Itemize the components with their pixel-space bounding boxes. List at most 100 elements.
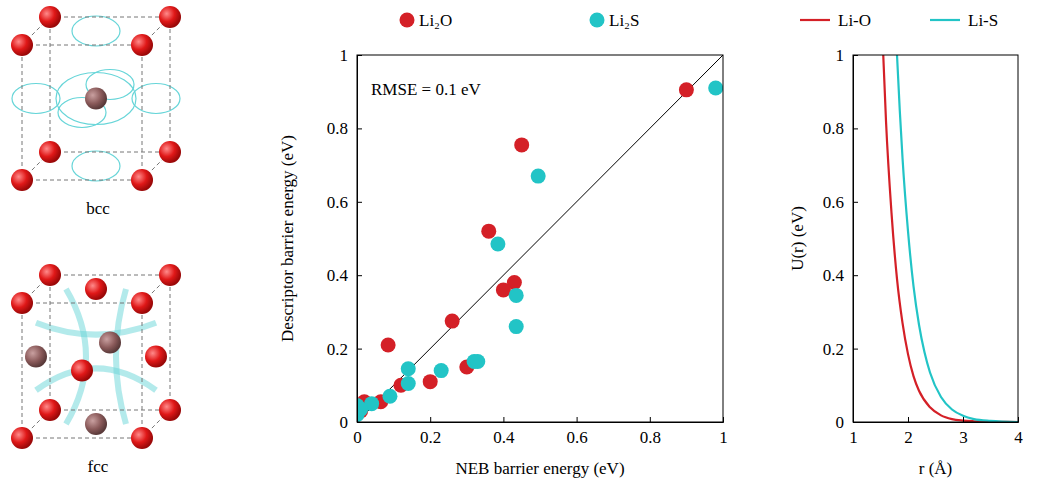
legend-item: Li-O xyxy=(800,11,871,30)
tick-mark xyxy=(853,202,858,203)
cube-edge xyxy=(22,45,142,46)
cube-edge xyxy=(50,17,51,152)
tick-label: 2 xyxy=(904,428,913,447)
structure-fcc: fcc xyxy=(11,264,181,476)
channel-network xyxy=(12,16,180,181)
tick-mark xyxy=(357,128,362,129)
atom xyxy=(85,413,107,435)
series xyxy=(357,81,723,422)
tick-mark xyxy=(853,128,858,129)
legend-label: Li₂S xyxy=(609,11,640,30)
line xyxy=(883,55,1018,422)
atom xyxy=(11,427,33,449)
atom xyxy=(11,169,33,191)
tick-label: 1 xyxy=(849,428,858,447)
x-axis-title: r (Å) xyxy=(919,459,953,478)
point xyxy=(531,169,546,184)
atom xyxy=(11,34,33,56)
point xyxy=(509,319,524,334)
tick-label: 1 xyxy=(719,428,728,447)
tick-label: 0.2 xyxy=(420,428,441,447)
tick-label: 3 xyxy=(959,428,968,447)
line-chart: 123400.20.40.60.81r (Å)U(r) (eV) xyxy=(788,46,1023,478)
channel-network xyxy=(36,289,156,424)
plot-area xyxy=(883,55,1018,422)
x-axis-title: NEB barrier energy (eV) xyxy=(455,459,624,478)
legend-item: Li-S xyxy=(930,11,998,30)
point xyxy=(401,361,416,376)
structure-label: bcc xyxy=(86,199,110,218)
channel xyxy=(72,16,120,46)
point xyxy=(481,224,496,239)
tick-mark xyxy=(577,417,578,422)
channel xyxy=(116,289,126,424)
tick-label: 0 xyxy=(353,428,362,447)
y-axis-title: U(r) (eV) xyxy=(788,206,807,271)
legend-marker xyxy=(800,19,830,21)
series xyxy=(357,82,694,418)
cube-edge xyxy=(142,303,143,438)
tick-mark xyxy=(650,417,651,422)
channel xyxy=(36,323,156,335)
tick-mark xyxy=(357,202,362,203)
atom xyxy=(39,264,61,286)
tick-label: 0.4 xyxy=(327,266,349,285)
tick-label: 0.6 xyxy=(823,193,844,212)
legend: Li₂OLi₂S xyxy=(400,11,640,30)
atom xyxy=(99,332,121,354)
structure-bcc: bcc xyxy=(11,6,181,218)
cube-edge xyxy=(22,180,142,181)
point xyxy=(496,282,511,297)
annotation: RMSE = 0.1 eV xyxy=(371,80,481,99)
tick-mark xyxy=(908,417,909,422)
tick-label: 0.8 xyxy=(327,119,348,138)
scatter-chart: 00.20.40.60.8100.20.40.60.81RMSE = 0.1 e… xyxy=(278,46,728,478)
atom xyxy=(25,346,47,368)
cube-edge xyxy=(142,45,143,180)
atom xyxy=(131,292,153,314)
legend-marker xyxy=(590,13,605,28)
cube-edge xyxy=(22,438,142,439)
tick-mark xyxy=(430,417,431,422)
point xyxy=(401,376,416,391)
legend-label: Li-S xyxy=(968,11,998,30)
tick-mark xyxy=(503,417,504,422)
tick-mark xyxy=(963,417,964,422)
tick-mark xyxy=(853,349,858,350)
plot-area xyxy=(357,55,723,422)
structure-label: fcc xyxy=(88,457,109,476)
tick-label: 0.8 xyxy=(823,119,844,138)
point xyxy=(357,402,368,417)
point xyxy=(708,81,723,96)
atom xyxy=(11,292,33,314)
legend: Li-O Li-S xyxy=(800,11,998,30)
atom xyxy=(71,360,93,382)
cube-edge xyxy=(170,275,171,410)
tick-mark xyxy=(853,275,858,276)
tick-label: 0.6 xyxy=(566,428,587,447)
tick-label: 0.2 xyxy=(823,340,844,359)
tick-label: 0.4 xyxy=(823,266,845,285)
tick-label: 0.6 xyxy=(327,193,348,212)
cube-edge xyxy=(22,45,23,180)
cube-edge xyxy=(22,303,142,304)
cube-edge xyxy=(170,17,171,152)
tick-label: 1 xyxy=(836,46,845,65)
legend-item: Li₂S xyxy=(590,11,640,30)
axis-line xyxy=(854,56,859,423)
plot-frame xyxy=(853,55,1018,422)
point xyxy=(423,374,438,389)
channel xyxy=(66,289,86,424)
legend-label: Li-O xyxy=(838,11,871,30)
legend-marker xyxy=(930,19,960,21)
cube-edge xyxy=(50,152,170,153)
axis-line xyxy=(358,56,363,423)
point xyxy=(490,237,505,252)
point xyxy=(514,137,529,152)
atom xyxy=(159,6,181,28)
line xyxy=(897,55,1018,422)
tick-mark xyxy=(357,275,362,276)
tick-label: 0.4 xyxy=(493,428,515,447)
tick-label: 0 xyxy=(836,413,845,432)
atom xyxy=(85,88,107,110)
